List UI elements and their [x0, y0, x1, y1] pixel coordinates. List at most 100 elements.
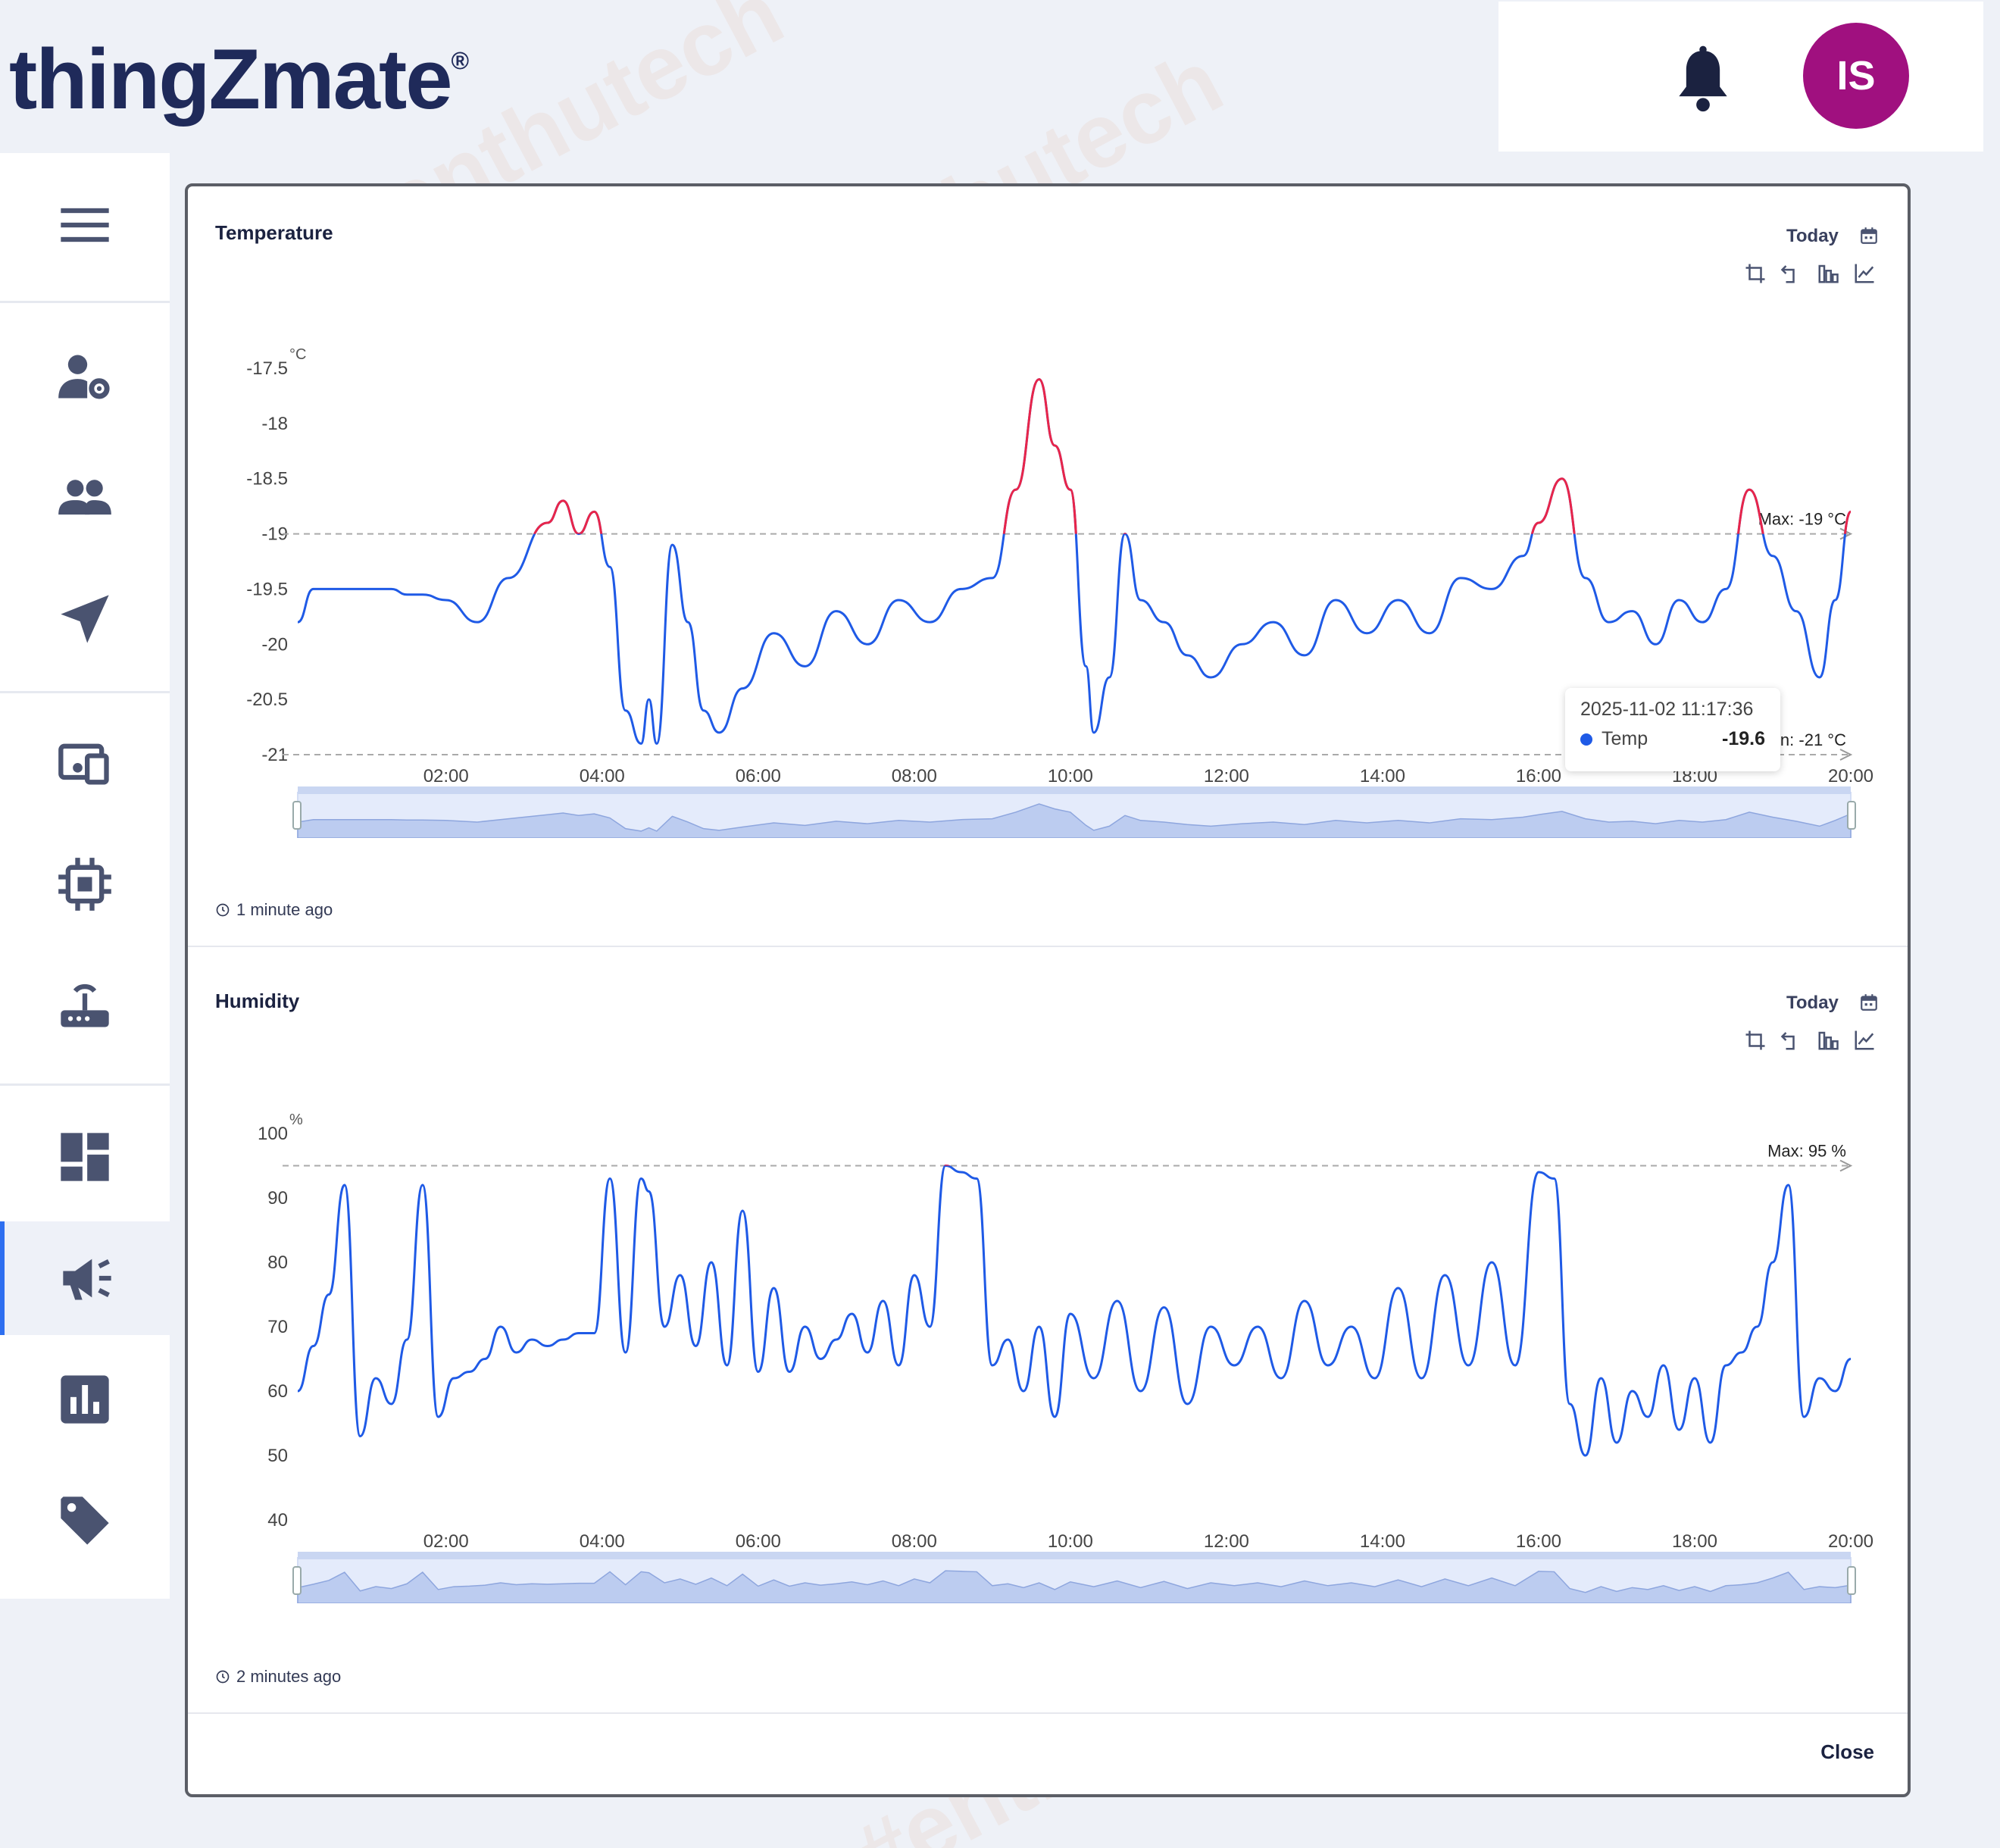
- series-line-humidity: [297, 1164, 1852, 1457]
- clock-icon: [216, 903, 230, 917]
- zoom-slider-preview: [297, 803, 1852, 838]
- analytics-icon: [61, 1375, 109, 1424]
- zoom-handle-right: [1847, 1566, 1856, 1595]
- users-icon: [58, 480, 111, 515]
- user-avatar[interactable]: IS: [1803, 23, 1909, 129]
- x-tick-label: 06:00: [736, 766, 781, 786]
- sidebar-divider: [0, 1083, 170, 1086]
- sidebar-item-analytics[interactable]: [0, 1343, 170, 1456]
- temperature-title: Temperature: [215, 221, 333, 244]
- y-axis-unit: °C: [289, 346, 306, 363]
- dashboard-icon: [61, 1133, 109, 1181]
- panel-divider: [188, 1712, 1908, 1714]
- y-tick-label: 80: [267, 1252, 288, 1273]
- y-axis-unit: %: [289, 1112, 303, 1128]
- y-tick-label: -18.5: [246, 469, 288, 489]
- panel-divider: [188, 946, 1908, 947]
- threshold-arrow: [1839, 749, 1853, 761]
- bell-icon[interactable]: [1674, 45, 1732, 114]
- x-tick-label: 08:00: [892, 766, 937, 786]
- hamburger-icon[interactable]: [0, 168, 170, 282]
- tag-icon: [61, 1496, 109, 1545]
- gateway-icon: [61, 983, 109, 1027]
- x-tick-label: 04:00: [580, 1531, 625, 1552]
- line-chart-icon[interactable]: [1853, 262, 1876, 285]
- sidebar-item-users[interactable]: [0, 441, 170, 555]
- humidity-toolbox: [1744, 1029, 1876, 1052]
- tooltip-value: -19.6: [1722, 728, 1765, 749]
- temperature-range-today[interactable]: Today: [1786, 226, 1839, 246]
- temperature-updated: 1 minute ago: [215, 900, 333, 920]
- zoom-crop-icon[interactable]: [1744, 262, 1767, 285]
- y-tick-label: -18: [261, 414, 288, 434]
- x-tick-label: 02:00: [423, 1531, 469, 1552]
- x-tick-label: 10:00: [1048, 766, 1093, 786]
- logo-registered-mark: ®: [451, 47, 470, 74]
- x-tick-label: 12:00: [1204, 766, 1249, 786]
- zoom-slider-bar: [298, 786, 1851, 794]
- series-line-above-max: [944, 1164, 951, 1166]
- reset-zoom-icon[interactable]: [1780, 1029, 1803, 1052]
- sidebar-item-chip[interactable]: [0, 827, 170, 941]
- devices-icon: [58, 743, 109, 785]
- x-tick-label: 10:00: [1048, 1531, 1093, 1552]
- zoom-crop-icon[interactable]: [1744, 1029, 1767, 1052]
- user-settings-icon: [58, 355, 110, 399]
- sidebar-item-send[interactable]: [0, 562, 170, 676]
- humidity-range-today[interactable]: Today: [1786, 993, 1839, 1013]
- sidebar-item-campaign[interactable]: [0, 1221, 170, 1335]
- zoom-slider-bar: [298, 1552, 1851, 1559]
- zoom-handle-left: [292, 1566, 302, 1595]
- x-tick-label: 02:00: [423, 766, 469, 786]
- y-tick-label: 40: [267, 1510, 288, 1531]
- threshold-label: Max: 95 %: [1767, 1142, 1846, 1161]
- bar-chart-icon[interactable]: [1817, 1029, 1839, 1052]
- sidebar-item-devices[interactable]: [0, 706, 170, 820]
- close-button[interactable]: Close: [1820, 1740, 1874, 1763]
- x-tick-label: 14:00: [1360, 766, 1405, 786]
- threshold-label: Max: -19 °C: [1758, 510, 1846, 529]
- temperature-toolbox: [1744, 262, 1876, 285]
- reset-zoom-icon[interactable]: [1780, 262, 1803, 285]
- x-tick-label: 18:00: [1672, 1531, 1717, 1552]
- app-logo[interactable]: thingZmate®: [9, 30, 470, 128]
- zoom-handle-left: [292, 801, 302, 830]
- calendar-icon[interactable]: [1859, 226, 1879, 245]
- tooltip-time: 2025-11-02 11:17:36: [1580, 699, 1754, 720]
- humidity-chart[interactable]: %100 90 80 70 60 50 40 02:00 04:00 06:00 08:00 10:0…: [188, 1058, 1908, 1603]
- x-tick-label: 06:00: [736, 1531, 781, 1552]
- y-tick-label: 100: [258, 1124, 288, 1144]
- y-tick-label: -17.5: [246, 358, 288, 379]
- zoom-slider-preview: [297, 1570, 1852, 1603]
- sidebar-item-gateway[interactable]: [0, 949, 170, 1062]
- logo-text: thingZmate: [9, 32, 453, 127]
- topbar-actions: [1498, 2, 1983, 152]
- x-tick-label: 16:00: [1516, 1531, 1561, 1552]
- series-line-above-max: [533, 378, 1852, 534]
- tooltip-series: Temp: [1602, 728, 1648, 749]
- x-tick-label: 20:00: [1828, 1531, 1873, 1552]
- y-tick-label: -19.5: [246, 579, 288, 599]
- sidebar-item-dashboard[interactable]: [0, 1100, 170, 1214]
- sidebar-item-tags[interactable]: [0, 1464, 170, 1578]
- clock-icon: [216, 1670, 230, 1684]
- bar-chart-icon[interactable]: [1817, 262, 1839, 285]
- calendar-icon[interactable]: [1859, 993, 1879, 1012]
- sidebar: [0, 153, 170, 1599]
- x-tick-label: 14:00: [1360, 1531, 1405, 1552]
- y-tick-label: -20.5: [246, 689, 288, 710]
- campaign-icon: [63, 1259, 111, 1300]
- sidebar-divider: [0, 301, 170, 303]
- x-tick-label: 08:00: [892, 1531, 937, 1552]
- sidebar-item-user-settings[interactable]: [0, 320, 170, 433]
- x-tick-label: 20:00: [1828, 766, 1873, 786]
- sidebar-divider: [0, 691, 170, 693]
- line-chart-icon[interactable]: [1853, 1029, 1876, 1052]
- threshold-arrow: [1839, 1159, 1853, 1172]
- x-tick-label: 12:00: [1204, 1531, 1249, 1552]
- humidity-updated: 2 minutes ago: [215, 1667, 341, 1687]
- x-tick-label: 04:00: [580, 766, 625, 786]
- send-icon: [61, 595, 109, 643]
- chip-icon: [58, 858, 111, 911]
